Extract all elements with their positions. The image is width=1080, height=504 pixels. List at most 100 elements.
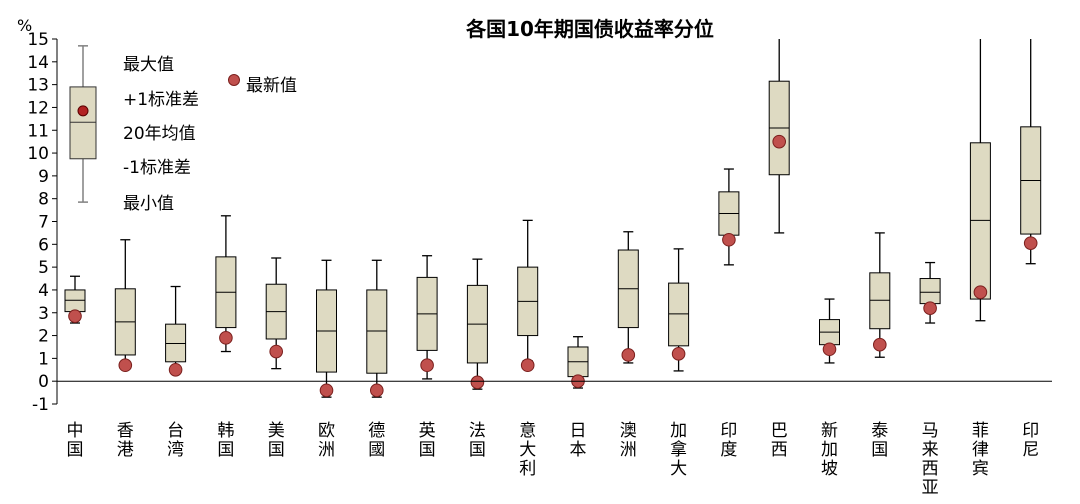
x-tick-label-char: 坡 (821, 459, 838, 479)
x-tick-label: 巴西 (771, 421, 788, 460)
box-iqr (165, 323, 187, 363)
x-tick-label-char: 菲 (972, 421, 989, 441)
x-tick-label: 澳洲 (620, 421, 637, 460)
x-tick-label: 欧洲 (318, 421, 335, 460)
x-tick-label-char: 港 (117, 440, 134, 460)
y-axis-unit: % (17, 16, 32, 35)
legend-latest-label: 最新值 (246, 76, 297, 96)
box-17 (869, 232, 891, 358)
y-tick-label: 7 (38, 213, 49, 233)
x-tick-label: 中国 (67, 421, 84, 460)
box-iqr (64, 289, 86, 313)
x-tick-label-char: 律 (972, 440, 989, 460)
x-tick-label-char: 日 (570, 421, 587, 441)
box-12 (617, 231, 639, 364)
x-tick-label-char: 西 (922, 459, 939, 479)
x-tick-label-char: 巴 (771, 421, 788, 441)
x-tick-label-char: 国 (469, 440, 486, 460)
box-16 (819, 298, 840, 364)
y-tick-label: 5 (38, 258, 49, 278)
latest-point (822, 342, 837, 357)
latest-point (168, 362, 183, 377)
x-tick-label-char: 香 (117, 421, 134, 441)
x-tick-label-char: 英 (419, 421, 436, 441)
box-series (64, 39, 1042, 398)
y-tick-label: 6 (38, 235, 49, 255)
x-tick-label-char: 加 (670, 421, 687, 441)
y-tick-label: 0 (38, 372, 49, 392)
latest-point (1023, 236, 1038, 250)
latest-point (420, 358, 434, 373)
x-tick-label: 新加坡 (821, 421, 838, 479)
x-tick-label: 日本 (570, 421, 587, 460)
box-9 (466, 258, 488, 390)
legend-item-label: +1标准差 (123, 90, 199, 110)
x-tick-label-char: 国 (871, 440, 888, 460)
x-tick-label-char: 国 (268, 440, 285, 460)
latest-point (973, 285, 988, 300)
legend-latest-marker (77, 105, 89, 117)
latest-point (68, 309, 82, 323)
legend-box (69, 86, 97, 160)
box-1 (64, 275, 86, 324)
latest-point (923, 301, 937, 315)
y-tick-label: 14 (27, 53, 49, 73)
legend-latest-symbol (228, 74, 240, 86)
box-13 (668, 248, 690, 372)
x-tick-label-char: 马 (922, 421, 939, 441)
x-tick-label-char: 洲 (318, 440, 335, 460)
x-tick-label: 德國 (368, 421, 385, 460)
x-tick-label-char: 亚 (922, 478, 939, 498)
x-tick-label-char: 韩 (217, 421, 234, 441)
x-axis: 中国香港台湾韩国美国欧洲德國英国法国意大利日本澳洲加拿大印度巴西新加坡泰国马来西… (57, 380, 1052, 498)
y-tick-label: 4 (38, 281, 49, 301)
x-tick-label-char: 意 (519, 421, 536, 441)
latest-point (118, 358, 133, 373)
x-tick-label-char: 印 (1022, 421, 1039, 441)
latest-point (520, 358, 535, 373)
y-tick-label: 2 (38, 327, 49, 347)
box-8 (416, 255, 438, 380)
y-tick-label: 1 (38, 349, 49, 369)
x-tick-label-char: 中 (67, 421, 84, 441)
box-6 (316, 259, 337, 398)
box-10 (517, 219, 539, 373)
latest-point (873, 337, 887, 352)
x-tick-label-char: 国 (67, 440, 84, 460)
box-iqr (969, 142, 991, 300)
box-15 (768, 39, 790, 234)
latest-point (370, 383, 384, 398)
box-iqr (869, 272, 891, 330)
legend-item-label: -1标准差 (123, 158, 191, 178)
x-tick-label: 菲律宾 (972, 421, 989, 479)
box-2 (114, 239, 136, 373)
latest-point (772, 134, 787, 149)
x-tick-label: 意大利 (519, 421, 536, 479)
x-tick-label: 台湾 (167, 421, 184, 460)
x-tick-label-char: 印 (720, 421, 737, 441)
box-7 (366, 259, 388, 398)
latest-point (722, 232, 736, 247)
x-tick-label-char: 本 (570, 440, 587, 460)
x-tick-label-char: 拿 (670, 439, 687, 460)
x-tick-label-char: 泰 (871, 421, 888, 441)
x-tick-label-char: 利 (519, 459, 536, 479)
x-tick-label: 香港 (117, 421, 134, 460)
y-tick-label: 15 (27, 30, 49, 50)
latest-point (621, 348, 636, 362)
y-tick-label: 11 (27, 121, 49, 141)
x-tick-label-char: 國 (368, 440, 385, 460)
box-18 (919, 261, 941, 324)
x-tick-label: 英国 (419, 421, 436, 460)
box-14 (718, 168, 740, 266)
chart-title: 各国10年期国债收益率分位 (465, 17, 714, 41)
y-tick-label: 13 (27, 76, 49, 96)
legend-item-label: 20年均值 (123, 124, 196, 144)
x-tick-label-char: 国 (217, 440, 234, 460)
y-tick-label: 8 (38, 190, 49, 210)
box-4 (215, 215, 237, 353)
x-tick-label-char: 尼 (1022, 440, 1039, 460)
box-19 (969, 39, 991, 322)
